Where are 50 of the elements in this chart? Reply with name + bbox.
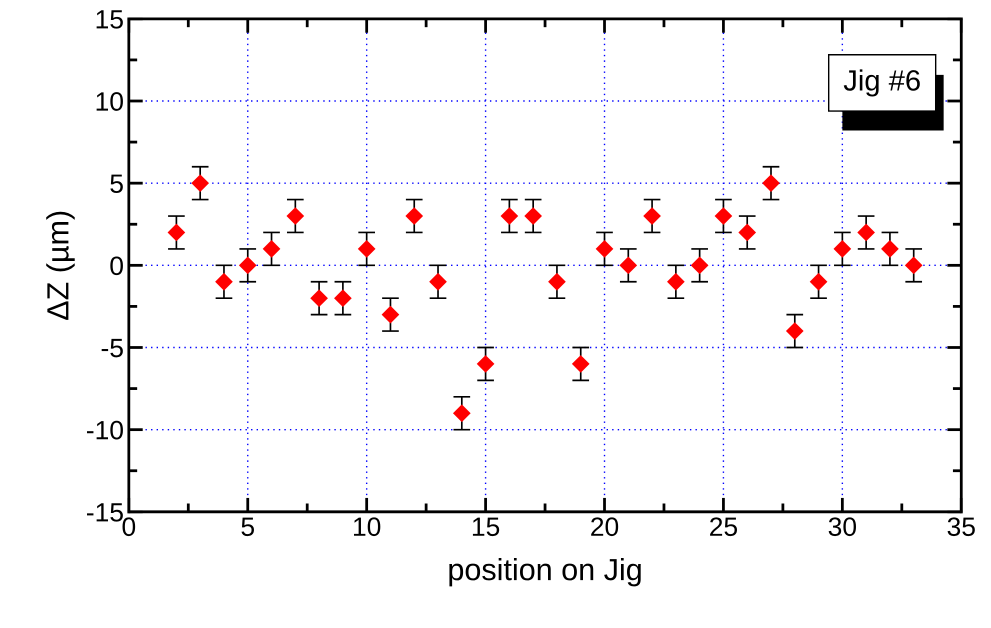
y-tick-label: -10	[87, 420, 123, 440]
point	[429, 273, 447, 290]
point	[334, 290, 352, 307]
x-tick-label: 5	[241, 518, 254, 536]
y-axis-title: ΔZ (µm)	[46, 212, 75, 320]
x-tick-label: 35	[948, 517, 975, 536]
point	[572, 355, 590, 372]
point	[382, 306, 400, 324]
y-tick-label: 0	[110, 256, 123, 276]
point	[286, 207, 304, 225]
point	[168, 224, 185, 242]
x-tick-label: 25	[710, 517, 737, 536]
x-tick-label: 30	[828, 517, 856, 536]
point	[810, 273, 828, 290]
point	[548, 273, 566, 290]
point	[644, 207, 661, 225]
x-tick-label: 15	[472, 518, 500, 536]
annotation: Jig #6	[844, 69, 920, 97]
point	[738, 224, 756, 242]
point	[239, 256, 256, 274]
point	[620, 256, 637, 274]
point	[453, 404, 470, 422]
point	[667, 273, 684, 290]
x-tick-label: 10	[354, 517, 380, 536]
point	[215, 273, 233, 290]
point	[714, 207, 732, 225]
point	[358, 240, 376, 258]
point	[762, 174, 780, 192]
y-tick-label: 15	[96, 10, 123, 29]
point	[192, 174, 209, 192]
y-tick-label: 10	[96, 92, 123, 111]
y-tick-label: 5	[110, 174, 123, 193]
point	[524, 207, 542, 225]
point	[858, 224, 875, 242]
x-tick-label: 20	[591, 517, 618, 536]
point	[905, 256, 922, 274]
point	[786, 322, 804, 340]
y-tick-label: -5	[102, 338, 123, 358]
point	[262, 240, 280, 258]
y-tick-label: -15	[87, 503, 123, 522]
point	[477, 355, 494, 372]
point	[406, 207, 423, 225]
point	[691, 256, 708, 274]
x-tick-label: 0	[122, 517, 136, 536]
point	[310, 290, 328, 307]
point	[596, 240, 614, 258]
x-axis-title: position on Jig	[449, 558, 641, 586]
point	[500, 207, 518, 225]
point	[881, 240, 898, 258]
point	[834, 240, 851, 258]
